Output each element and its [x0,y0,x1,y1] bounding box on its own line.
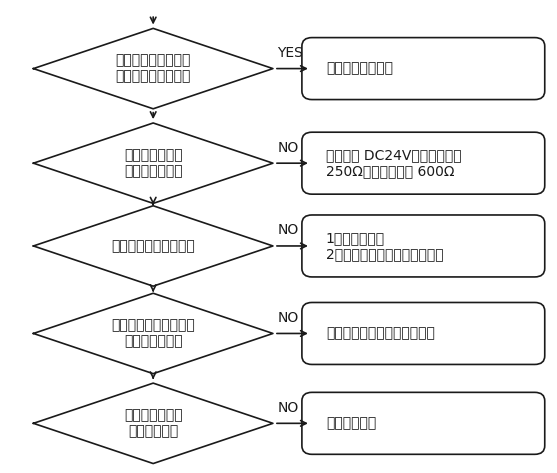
Text: NO: NO [277,140,299,155]
Text: 变送器供电、负
载电阻是否正确: 变送器供电、负 载电阻是否正确 [124,148,183,178]
Text: 变送器是否有电流输出: 变送器是否有电流输出 [111,239,195,253]
Text: NO: NO [277,223,299,237]
Text: 1、检查变送器
2、检查变送器与显示仪表连线: 1、检查变送器 2、检查变送器与显示仪表连线 [326,231,443,261]
Text: 检查堵塞点并进行处理或修复: 检查堵塞点并进行处理或修复 [326,326,434,341]
FancyBboxPatch shape [302,38,545,100]
Text: 检查导压管、取压阀、
三阀组是否畅通: 检查导压管、取压阀、 三阀组是否畅通 [111,318,195,349]
Text: YES: YES [277,46,303,60]
Text: NO: NO [277,311,299,325]
Text: 校准显示控制仪表: 校准显示控制仪表 [326,61,393,76]
Text: 重新进行灌装: 重新进行灌装 [326,416,376,430]
Text: 显示仪表或控制系统
的输入信号是否正常: 显示仪表或控制系统 的输入信号是否正常 [115,53,191,84]
FancyBboxPatch shape [302,393,545,454]
FancyBboxPatch shape [302,215,545,277]
FancyBboxPatch shape [302,303,545,364]
Text: NO: NO [277,401,299,415]
Text: 检查冷凝液、隔
离液是否正常: 检查冷凝液、隔 离液是否正常 [124,408,183,438]
Text: 电源应为 DC24V，负载电阻为
250Ω，最大不超过 600Ω: 电源应为 DC24V，负载电阻为 250Ω，最大不超过 600Ω [326,148,461,178]
FancyBboxPatch shape [302,132,545,194]
